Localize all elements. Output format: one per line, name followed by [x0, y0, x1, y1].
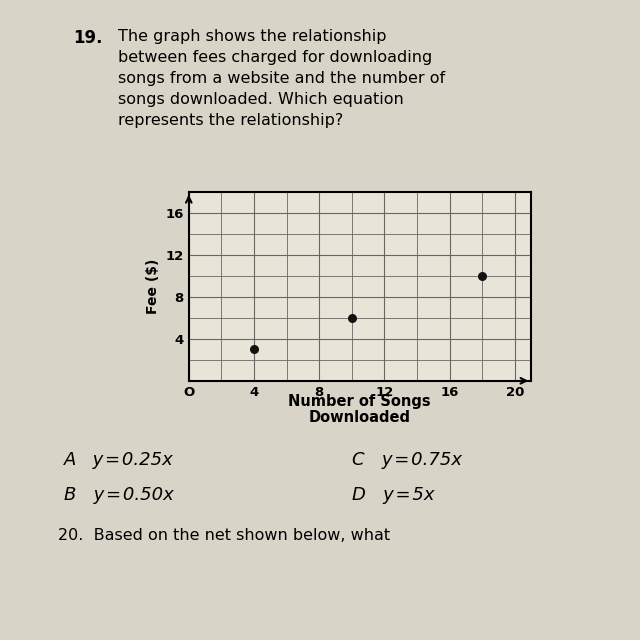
Text: Number of Songs: Number of Songs: [289, 394, 431, 408]
Y-axis label: Fee ($): Fee ($): [146, 259, 160, 314]
Text: D   y = 5x: D y = 5x: [352, 486, 435, 504]
Text: 19.: 19.: [74, 29, 103, 47]
Text: The graph shows the relationship
between fees charged for downloading
songs from: The graph shows the relationship between…: [118, 29, 445, 128]
Point: [249, 344, 259, 355]
Point: [477, 271, 488, 281]
Text: B   y = 0.50x: B y = 0.50x: [64, 486, 173, 504]
Text: 20.  Based on the net shown below, what: 20. Based on the net shown below, what: [58, 528, 390, 543]
Text: Downloaded: Downloaded: [308, 410, 411, 424]
Point: [347, 313, 357, 323]
Text: C   y = 0.75x: C y = 0.75x: [352, 451, 462, 469]
Text: A   y = 0.25x: A y = 0.25x: [64, 451, 173, 469]
